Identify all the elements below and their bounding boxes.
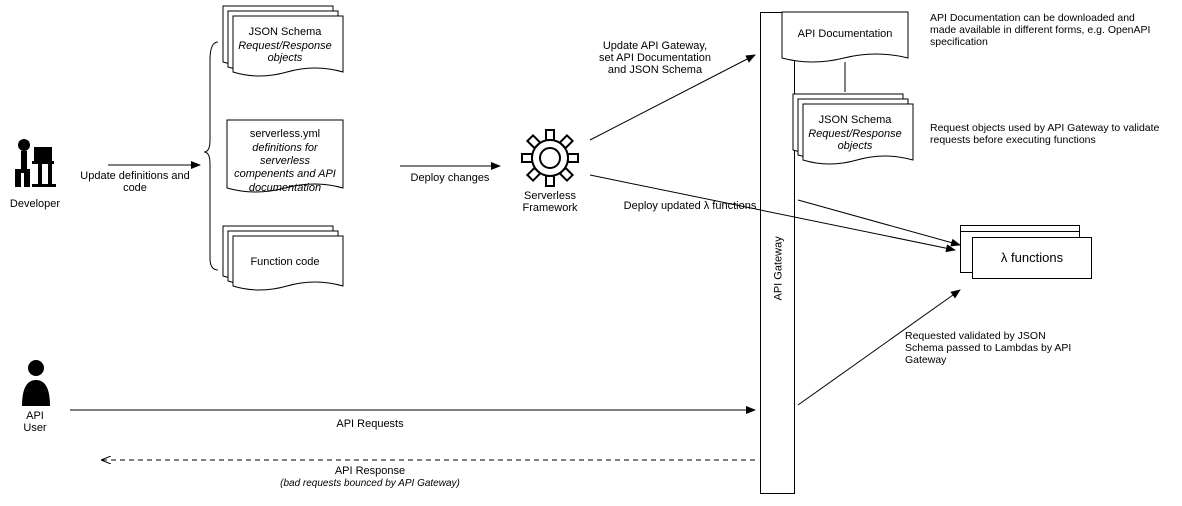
gear-label: Serverless Framework	[510, 190, 590, 214]
json-schema-top-doc: JSON Schema Request/Response objects	[225, 8, 345, 78]
lambda-functions-title: λ functions	[972, 250, 1092, 265]
function-code-doc: Function code	[225, 228, 345, 293]
doc-download-text: API Documentation can be downloaded and …	[930, 12, 1160, 48]
api-user-label: API User	[10, 410, 60, 434]
api-documentation-doc: API Documentation	[780, 10, 910, 65]
gear-icon	[520, 128, 580, 193]
api-documentation-title: API Documentation	[780, 28, 910, 40]
json-schema-right-sub: Request/Response objects	[795, 128, 915, 152]
deploy-lambda-label: Deploy updated λ functions	[610, 200, 770, 212]
serverless-yml-doc: serverless.yml definitions for serverles…	[225, 118, 345, 196]
api-response-sub-label: (bad requests bounced by API Gateway)	[240, 478, 500, 489]
update-defs-label: Update definitions and code	[80, 170, 190, 194]
json-schema-right-doc: JSON Schema Request/Response objects	[795, 96, 915, 166]
update-gateway-label: Update API Gateway, set API Documentatio…	[580, 40, 730, 76]
developer-icon	[10, 135, 60, 200]
api-user-icon	[18, 358, 54, 413]
requested-validated-text: Requested validated by JSON Schema passe…	[905, 330, 1075, 366]
developer-label: Developer	[0, 198, 70, 210]
json-schema-top-sub: Request/Response objects	[225, 40, 345, 64]
lambda-functions-box: λ functions	[960, 225, 1090, 280]
serverless-yml-sub: definitions for serverless compenents an…	[225, 142, 345, 195]
request-validate-text: Request objects used by API Gateway to v…	[930, 122, 1165, 146]
serverless-yml-title: serverless.yml	[225, 128, 345, 140]
json-schema-right-title: JSON Schema	[795, 114, 915, 126]
api-requests-label: API Requests	[310, 418, 430, 430]
json-schema-top-title: JSON Schema	[225, 26, 345, 38]
deploy-changes-label: Deploy changes	[400, 172, 500, 184]
api-gateway-label: API Gateway	[773, 236, 785, 301]
function-code-title: Function code	[225, 256, 345, 268]
api-response-label: API Response	[300, 465, 440, 477]
